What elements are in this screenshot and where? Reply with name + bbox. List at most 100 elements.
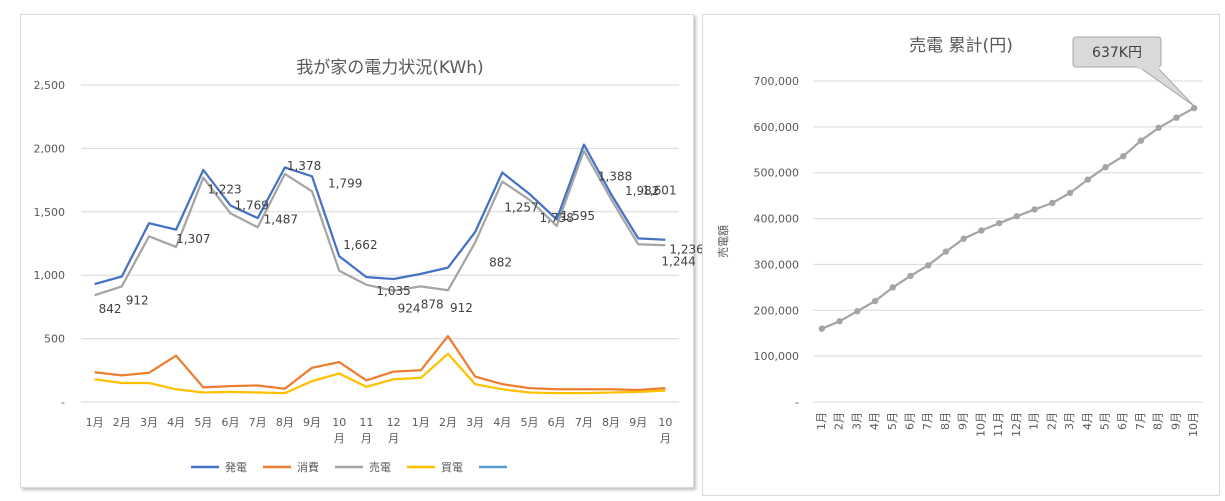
- callout-label: 637K円: [1092, 45, 1142, 61]
- x-tick-label: 3月: [1063, 412, 1076, 430]
- data-point: [871, 297, 879, 305]
- x-tick-label: 5月: [194, 416, 212, 429]
- data-label: 1,035: [376, 284, 410, 298]
- data-label: 1,378: [287, 159, 321, 173]
- data-label: 1,388: [598, 170, 632, 184]
- x-tick-label: 4月: [868, 412, 881, 430]
- x-tick-label: 5月: [1099, 412, 1112, 430]
- callout-pointer: [1137, 66, 1195, 107]
- x-tick-label: 10: [332, 416, 346, 429]
- x-tick-label: 2月: [1045, 412, 1058, 430]
- y-tick-label: 300,000: [754, 258, 800, 271]
- data-point: [836, 318, 843, 325]
- data-label: 912: [126, 293, 149, 307]
- data-label: 882: [489, 256, 512, 270]
- data-label: 1,982: [625, 184, 659, 198]
- y-tick-label: 700,000: [754, 75, 800, 88]
- y-tick-label: -: [61, 396, 65, 409]
- x-tick-label: 2月: [113, 416, 131, 429]
- data-point: [1155, 124, 1162, 131]
- data-point: [995, 219, 1003, 227]
- data-label: 1,223: [207, 183, 241, 197]
- x-tick-label: 12: [387, 416, 401, 429]
- x-tick-label: 8月: [602, 416, 620, 429]
- data-point: [1190, 104, 1198, 112]
- cumulative-sales-chart-panel: 売電 累計(円) - 100,000 200,000 300,000 400,000 500…: [702, 14, 1220, 496]
- x-tick-label: 5月: [886, 412, 899, 430]
- x-tick-label: 9月: [303, 416, 321, 429]
- y-tick-label: 200,000: [754, 304, 800, 317]
- x-tick-label: 1月: [815, 412, 828, 430]
- data-point: [818, 325, 826, 332]
- x-tick-label: 8月: [1152, 412, 1165, 430]
- data-label: 1,236: [669, 242, 703, 256]
- data-label: 1,799: [328, 176, 362, 190]
- x-tick-label-unit: 月: [660, 432, 671, 445]
- x-tick-label: 2月: [833, 412, 846, 430]
- data-point: [889, 284, 896, 291]
- data-label: 1,738: [540, 211, 574, 225]
- data-label: 1,769: [235, 198, 269, 212]
- y-tick-label: 2,500: [34, 79, 66, 92]
- data-point: [978, 227, 985, 234]
- x-tick-label: 3月: [850, 412, 863, 430]
- data-point: [1049, 199, 1056, 207]
- x-tick-label: 4月: [493, 416, 511, 429]
- x-tick-label: 9月: [1169, 412, 1182, 430]
- x-tick-label: 1月: [86, 416, 104, 429]
- x-tick-label-unit: 月: [361, 432, 372, 445]
- data-label: 1,257: [504, 201, 538, 215]
- power-status-chart: 我が家の電力状況(KWh) - 500 1,000 1,500 2,000 2,500 1月 2…: [34, 58, 704, 474]
- x-tick-label-unit: 月: [334, 432, 345, 445]
- data-point: [942, 248, 950, 255]
- x-tick-label: 4月: [1081, 412, 1094, 430]
- x-tick-label: 8月: [939, 412, 952, 430]
- y-tick-label: 1,500: [34, 206, 66, 219]
- y-tick-label: -: [795, 396, 799, 409]
- x-tick-label: 2月: [439, 416, 457, 429]
- y-tick-label: 2,000: [34, 142, 66, 155]
- series-line-買電: [94, 352, 666, 395]
- data-point: [960, 235, 967, 242]
- x-tick-label-unit: 月: [388, 432, 399, 445]
- series-line: [821, 107, 1195, 330]
- x-tick-label: 1月: [412, 416, 430, 429]
- data-point: [1031, 206, 1038, 213]
- data-point: [1066, 189, 1074, 197]
- x-tick-label: 11: [359, 416, 373, 429]
- series-line-売電: [94, 149, 666, 297]
- power-status-chart-panel: 我が家の電力状況(KWh) - 500 1,000 1,500 2,000 2,500 1月 2…: [20, 14, 704, 488]
- x-tick-label: 9月: [957, 412, 970, 430]
- x-tick-label: 8月: [276, 416, 294, 429]
- y-tick-label: 600,000: [754, 121, 800, 134]
- callout-joint: [1137, 65, 1159, 69]
- y-tick-label: 400,000: [754, 213, 800, 226]
- x-tick-label: 9月: [629, 416, 647, 429]
- data-label: 1,244: [661, 254, 695, 268]
- x-tick-label: 7月: [921, 412, 934, 430]
- series-line-消費: [94, 334, 666, 392]
- data-label: 1,595: [561, 209, 595, 223]
- y-tick-label: 1,000: [34, 269, 66, 282]
- chart-title: 売電 累計(円): [909, 36, 1013, 56]
- data-point: [925, 262, 932, 269]
- x-tick-label: 10月: [1187, 412, 1200, 437]
- series-line-発電: [94, 143, 666, 286]
- x-tick-label: 6月: [904, 412, 917, 430]
- data-label: 1,307: [176, 232, 210, 246]
- x-tick-label: 7月: [575, 416, 593, 429]
- x-tick-label: 10月: [974, 412, 987, 437]
- x-tick-label: 6月: [1116, 412, 1129, 430]
- cumulative-sales-chart: 売電 累計(円) - 100,000 200,000 300,000 400,000 500…: [717, 36, 1203, 437]
- x-tick-label: 4月: [167, 416, 185, 429]
- data-point: [907, 272, 914, 280]
- legend-label: 発電: [225, 460, 247, 474]
- data-point: [1013, 213, 1021, 220]
- x-tick-label: 6月: [222, 416, 240, 429]
- x-tick-label: 3月: [466, 416, 484, 429]
- data-point: [1102, 164, 1109, 171]
- data-point: [1120, 153, 1127, 160]
- data-point: [1084, 176, 1091, 183]
- x-tick-label: 3月: [140, 416, 158, 429]
- x-tick-label: 7月: [249, 416, 267, 429]
